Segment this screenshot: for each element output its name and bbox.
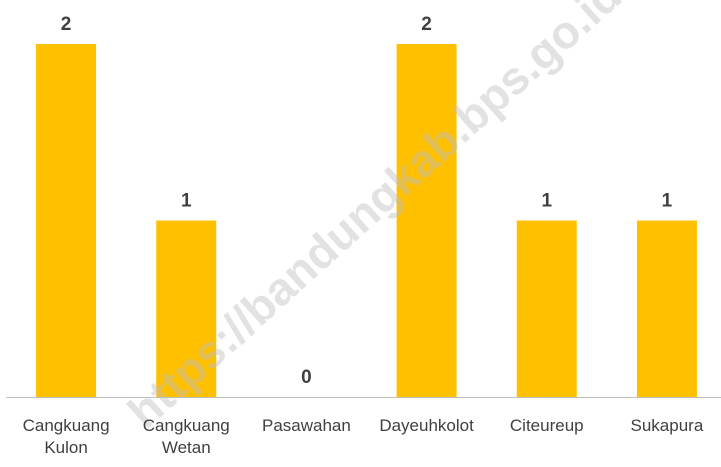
bar xyxy=(156,220,217,397)
bar xyxy=(636,220,697,397)
x-tick-label: Cangkuang Kulon xyxy=(22,416,110,457)
bar xyxy=(396,44,457,397)
value-label: 1 xyxy=(181,191,192,212)
x-tick-label: Cangkuang Wetan xyxy=(142,416,230,457)
bar xyxy=(516,220,577,397)
x-tick-label: Dayeuhkolot xyxy=(379,416,474,435)
value-label: 1 xyxy=(541,191,552,212)
x-tick-label: Sukapura xyxy=(630,416,704,435)
value-label: 1 xyxy=(662,191,673,212)
x-tick-label: Pasawahan xyxy=(261,416,351,435)
value-label: 2 xyxy=(61,14,72,35)
value-label: 2 xyxy=(421,14,432,35)
x-tick-label: Citeureup xyxy=(509,416,584,435)
bar xyxy=(36,44,97,397)
value-label: 0 xyxy=(301,367,312,388)
